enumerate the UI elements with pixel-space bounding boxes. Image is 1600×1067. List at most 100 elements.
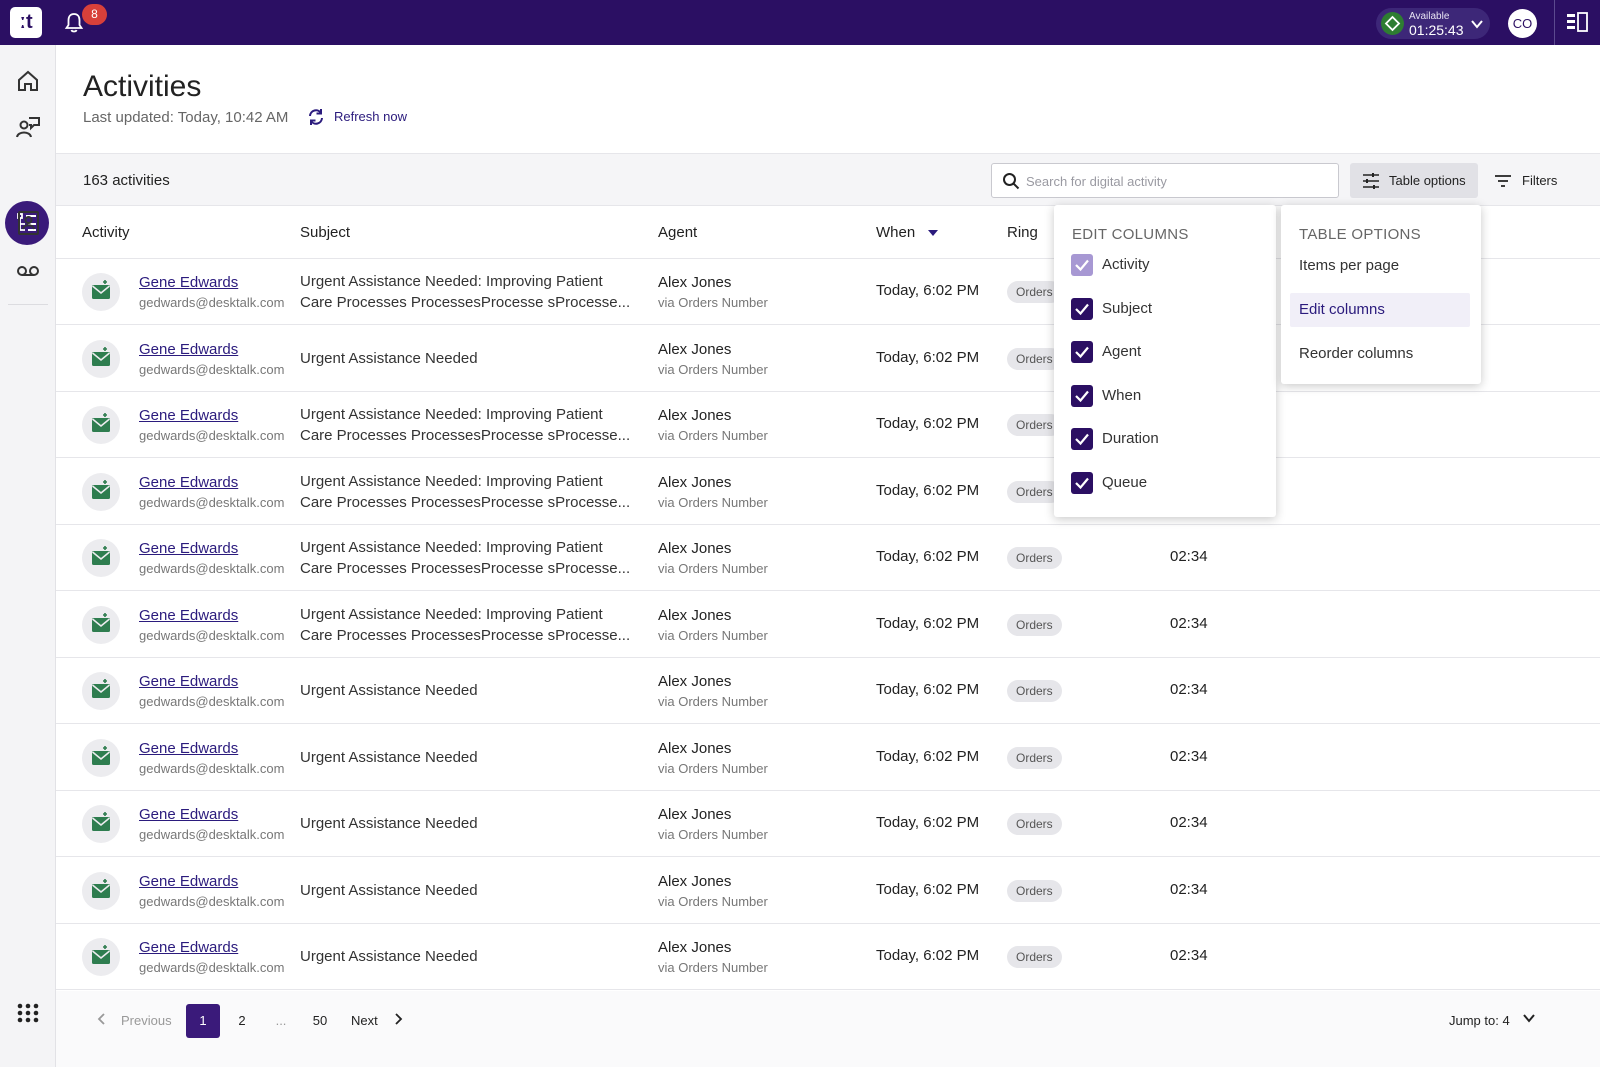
main-content: Activities Last updated: Today, 10:42 AM… [56, 45, 1600, 1067]
page-50-button[interactable]: 50 [312, 1013, 328, 1028]
edit-columns-title: EDIT COLUMNS [1072, 226, 1189, 243]
subject-text: Urgent Assistance Needed: Improving Pati… [300, 604, 635, 646]
contact-name-link[interactable]: Gene Edwards [139, 407, 239, 424]
app-logo[interactable]: ːt [10, 7, 42, 38]
apps-grid-icon[interactable] [12, 997, 44, 1029]
table-row[interactable]: Gene Edwards gedwards@desktalk.com Urgent … [56, 791, 1600, 857]
checkbox-checked-icon[interactable] [1071, 384, 1093, 407]
checkbox-checked-icon[interactable] [1071, 472, 1093, 494]
queue-badge: Orders [1007, 680, 1062, 702]
activity-time: Today, 6:02 PM [876, 681, 980, 698]
previous-page-button[interactable]: Previous [121, 1013, 172, 1028]
menu-item-edit-columns[interactable]: Edit columns [1290, 293, 1470, 327]
contact-name-link[interactable]: Gene Edwards [139, 873, 239, 890]
checkbox-label: Duration [1102, 430, 1159, 448]
table-row[interactable]: Gene Edwards gedwards@desktalk.com Urgent … [56, 725, 1600, 791]
table-row[interactable]: Gene Edwards gedwards@desktalk.com Urgent … [56, 392, 1600, 458]
column-toggle-queue[interactable]: Queue [1071, 470, 1261, 496]
email-activity-icon [82, 805, 120, 843]
contact-name-link[interactable]: Gene Edwards [139, 806, 239, 823]
table-row[interactable]: Gene Edwards gedwards@desktalk.com Urgent … [56, 858, 1600, 924]
contact-email: gedwards@desktalk.com [139, 960, 285, 975]
refresh-now-link[interactable]: Refresh now [334, 109, 407, 124]
table-row[interactable]: Gene Edwards gedwards@desktalk.com Urgent … [56, 459, 1600, 525]
subject-text: Urgent Assistance Needed [300, 948, 478, 965]
table-row[interactable]: Gene Edwards gedwards@desktalk.com Urgent … [56, 525, 1600, 591]
column-toggle-when[interactable]: When [1071, 383, 1261, 409]
agent-via: via Orders Number [658, 628, 768, 643]
subject-text: Urgent Assistance Needed [300, 749, 478, 766]
email-activity-icon [82, 739, 120, 777]
column-toggle-activity: Activity [1071, 252, 1261, 278]
table-row[interactable]: Gene Edwards gedwards@desktalk.com Urgent … [56, 592, 1600, 658]
column-header-subject[interactable]: Subject [300, 224, 351, 241]
pagination: Previous 1 2 ... 50 Next Jump to: 4 [56, 991, 1600, 1067]
status-label: Available [1409, 11, 1450, 22]
agent-name: Alex Jones [658, 740, 732, 757]
column-header-activity[interactable]: Activity [82, 224, 130, 241]
table-toolbar: 163 activities Table options Filters [56, 153, 1600, 206]
bell-icon[interactable] [64, 12, 84, 34]
contacts-icon[interactable] [12, 207, 44, 239]
table-row[interactable]: Gene Edwards gedwards@desktalk.com Urgent … [56, 924, 1600, 990]
chevron-down-icon[interactable] [1522, 1011, 1536, 1025]
next-page-button[interactable]: Next [351, 1013, 378, 1028]
activity-time: Today, 6:02 PM [876, 881, 980, 898]
home-icon[interactable] [12, 65, 44, 97]
voicemail-icon[interactable] [12, 255, 44, 287]
side-panel-toggle-icon[interactable] [1566, 12, 1588, 34]
activity-count: 163 activities [83, 172, 170, 189]
topbar-divider [1554, 0, 1555, 45]
column-header-agent[interactable]: Agent [658, 224, 698, 241]
filters-button[interactable]: Filters [1488, 163, 1568, 198]
checkbox-checked-icon[interactable] [1071, 297, 1093, 320]
contact-name-link[interactable]: Gene Edwards [139, 474, 239, 491]
menu-item-label: Edit columns [1299, 301, 1385, 318]
column-header-ring[interactable]: Ring [1007, 224, 1038, 241]
sidebar [0, 45, 56, 1067]
contact-name-link[interactable]: Gene Edwards [139, 673, 239, 690]
page-2-button[interactable]: 2 [238, 1013, 246, 1028]
contact-name-link[interactable]: Gene Edwards [139, 540, 239, 557]
column-header-when[interactable]: When [876, 224, 916, 241]
duration-text: 02:34 [1170, 548, 1208, 565]
contact-name-link[interactable]: Gene Edwards [139, 607, 239, 624]
queue-badge: Orders [1007, 281, 1062, 303]
chevron-left-icon[interactable] [96, 1012, 108, 1026]
table-options-button[interactable]: Table options [1350, 163, 1478, 198]
refresh-icon[interactable] [306, 107, 326, 127]
jump-to-label[interactable]: Jump to: 4 [1449, 1013, 1510, 1028]
checkbox-checked-icon[interactable] [1071, 428, 1093, 451]
interactions-icon[interactable] [12, 111, 44, 143]
subject-line-2: Care Processes ProcessesProcesse sProces… [300, 627, 631, 644]
agent-name: Alex Jones [658, 806, 732, 823]
checkbox-checked-icon[interactable] [1071, 341, 1093, 364]
subject-line-2: Care Processes ProcessesProcesse sProces… [300, 294, 631, 311]
chevron-right-icon[interactable] [392, 1012, 404, 1026]
subject-line-1: Urgent Assistance Needed: Improving Pati… [300, 473, 603, 490]
menu-item-items-per-page[interactable]: Items per page [1290, 249, 1470, 283]
contact-email: gedwards@desktalk.com [139, 495, 285, 510]
status-timer: 01:25:43 [1409, 22, 1464, 38]
sort-descending-icon[interactable] [928, 229, 938, 237]
contact-name-link[interactable]: Gene Edwards [139, 341, 239, 358]
table-header: Activity Subject Agent When Ring [56, 207, 1600, 259]
menu-item-reorder-columns[interactable]: Reorder columns [1290, 337, 1470, 371]
column-toggle-agent[interactable]: Agent [1071, 339, 1261, 365]
contact-name-link[interactable]: Gene Edwards [139, 939, 239, 956]
table-row[interactable]: Gene Edwards gedwards@desktalk.com Urgent … [56, 259, 1600, 325]
user-avatar[interactable]: CO [1508, 9, 1537, 38]
table-row[interactable]: Gene Edwards gedwards@desktalk.com Urgent … [56, 326, 1600, 392]
column-toggle-subject[interactable]: Subject [1071, 296, 1261, 322]
page-1-button[interactable]: 1 [186, 1004, 220, 1038]
contact-name-link[interactable]: Gene Edwards [139, 740, 239, 757]
table-row[interactable]: Gene Edwards gedwards@desktalk.com Urgent … [56, 658, 1600, 724]
agent-status-selector[interactable]: Available 01:25:43 [1376, 8, 1490, 39]
search-box[interactable] [991, 163, 1339, 198]
checkbox-label: Queue [1102, 474, 1148, 491]
column-toggle-duration[interactable]: Duration [1071, 426, 1261, 452]
email-activity-icon [82, 606, 120, 644]
contact-name-link[interactable]: Gene Edwards [139, 274, 239, 291]
search-input[interactable] [1026, 171, 1326, 191]
contact-email: gedwards@desktalk.com [139, 428, 285, 443]
